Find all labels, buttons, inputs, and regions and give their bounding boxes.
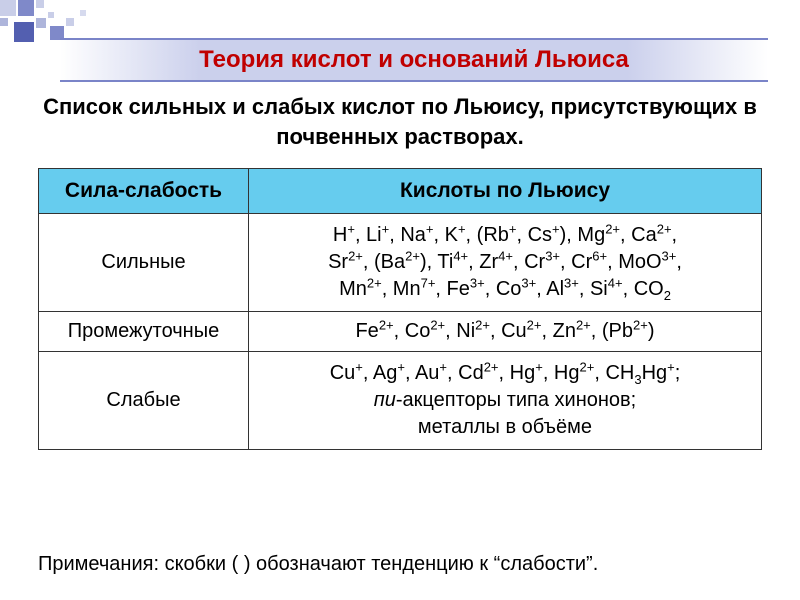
header-acids: Кислоты по Льюису (249, 169, 762, 214)
slide-title: Теория кислот и оснований Льюиса (199, 46, 629, 74)
corner-decoration (0, 0, 190, 30)
row-label-intermediate: Промежуточные (39, 312, 249, 352)
deco-square (80, 10, 86, 16)
table-header-row: Сила-слабость Кислоты по Льюису (39, 169, 762, 214)
slide-subtitle: Список сильных и слабых кислот по Льюису… (40, 92, 760, 151)
acids-table: Сила-слабость Кислоты по Льюису Сильные … (38, 168, 762, 450)
deco-square (14, 22, 34, 42)
deco-square (48, 12, 54, 18)
footnote: Примечания: скобки ( ) обозначают тенден… (38, 553, 762, 576)
deco-square (0, 18, 8, 26)
deco-square (66, 18, 74, 26)
row-content-strong: H+, Li+, Na+, K+, (Rb+, Cs+), Mg2+, Ca2+… (249, 214, 762, 312)
deco-square (36, 18, 46, 28)
header-strength: Сила-слабость (39, 169, 249, 214)
row-label-weak: Слабые (39, 352, 249, 450)
title-bar: Теория кислот и оснований Льюиса (60, 38, 768, 82)
row-content-intermediate: Fe2+, Co2+, Ni2+, Cu2+, Zn2+, (Pb2+) (249, 312, 762, 352)
table-row: Промежуточные Fe2+, Co2+, Ni2+, Cu2+, Zn… (39, 312, 762, 352)
row-label-strong: Сильные (39, 214, 249, 312)
deco-square (36, 0, 44, 8)
deco-square (0, 0, 16, 16)
row-content-weak: Cu+, Ag+, Au+, Cd2+, Hg+, Hg2+, CH3Hg+;п… (249, 352, 762, 450)
table-row: Слабые Cu+, Ag+, Au+, Cd2+, Hg+, Hg2+, C… (39, 352, 762, 450)
deco-square (18, 0, 34, 16)
table-row: Сильные H+, Li+, Na+, K+, (Rb+, Cs+), Mg… (39, 214, 762, 312)
